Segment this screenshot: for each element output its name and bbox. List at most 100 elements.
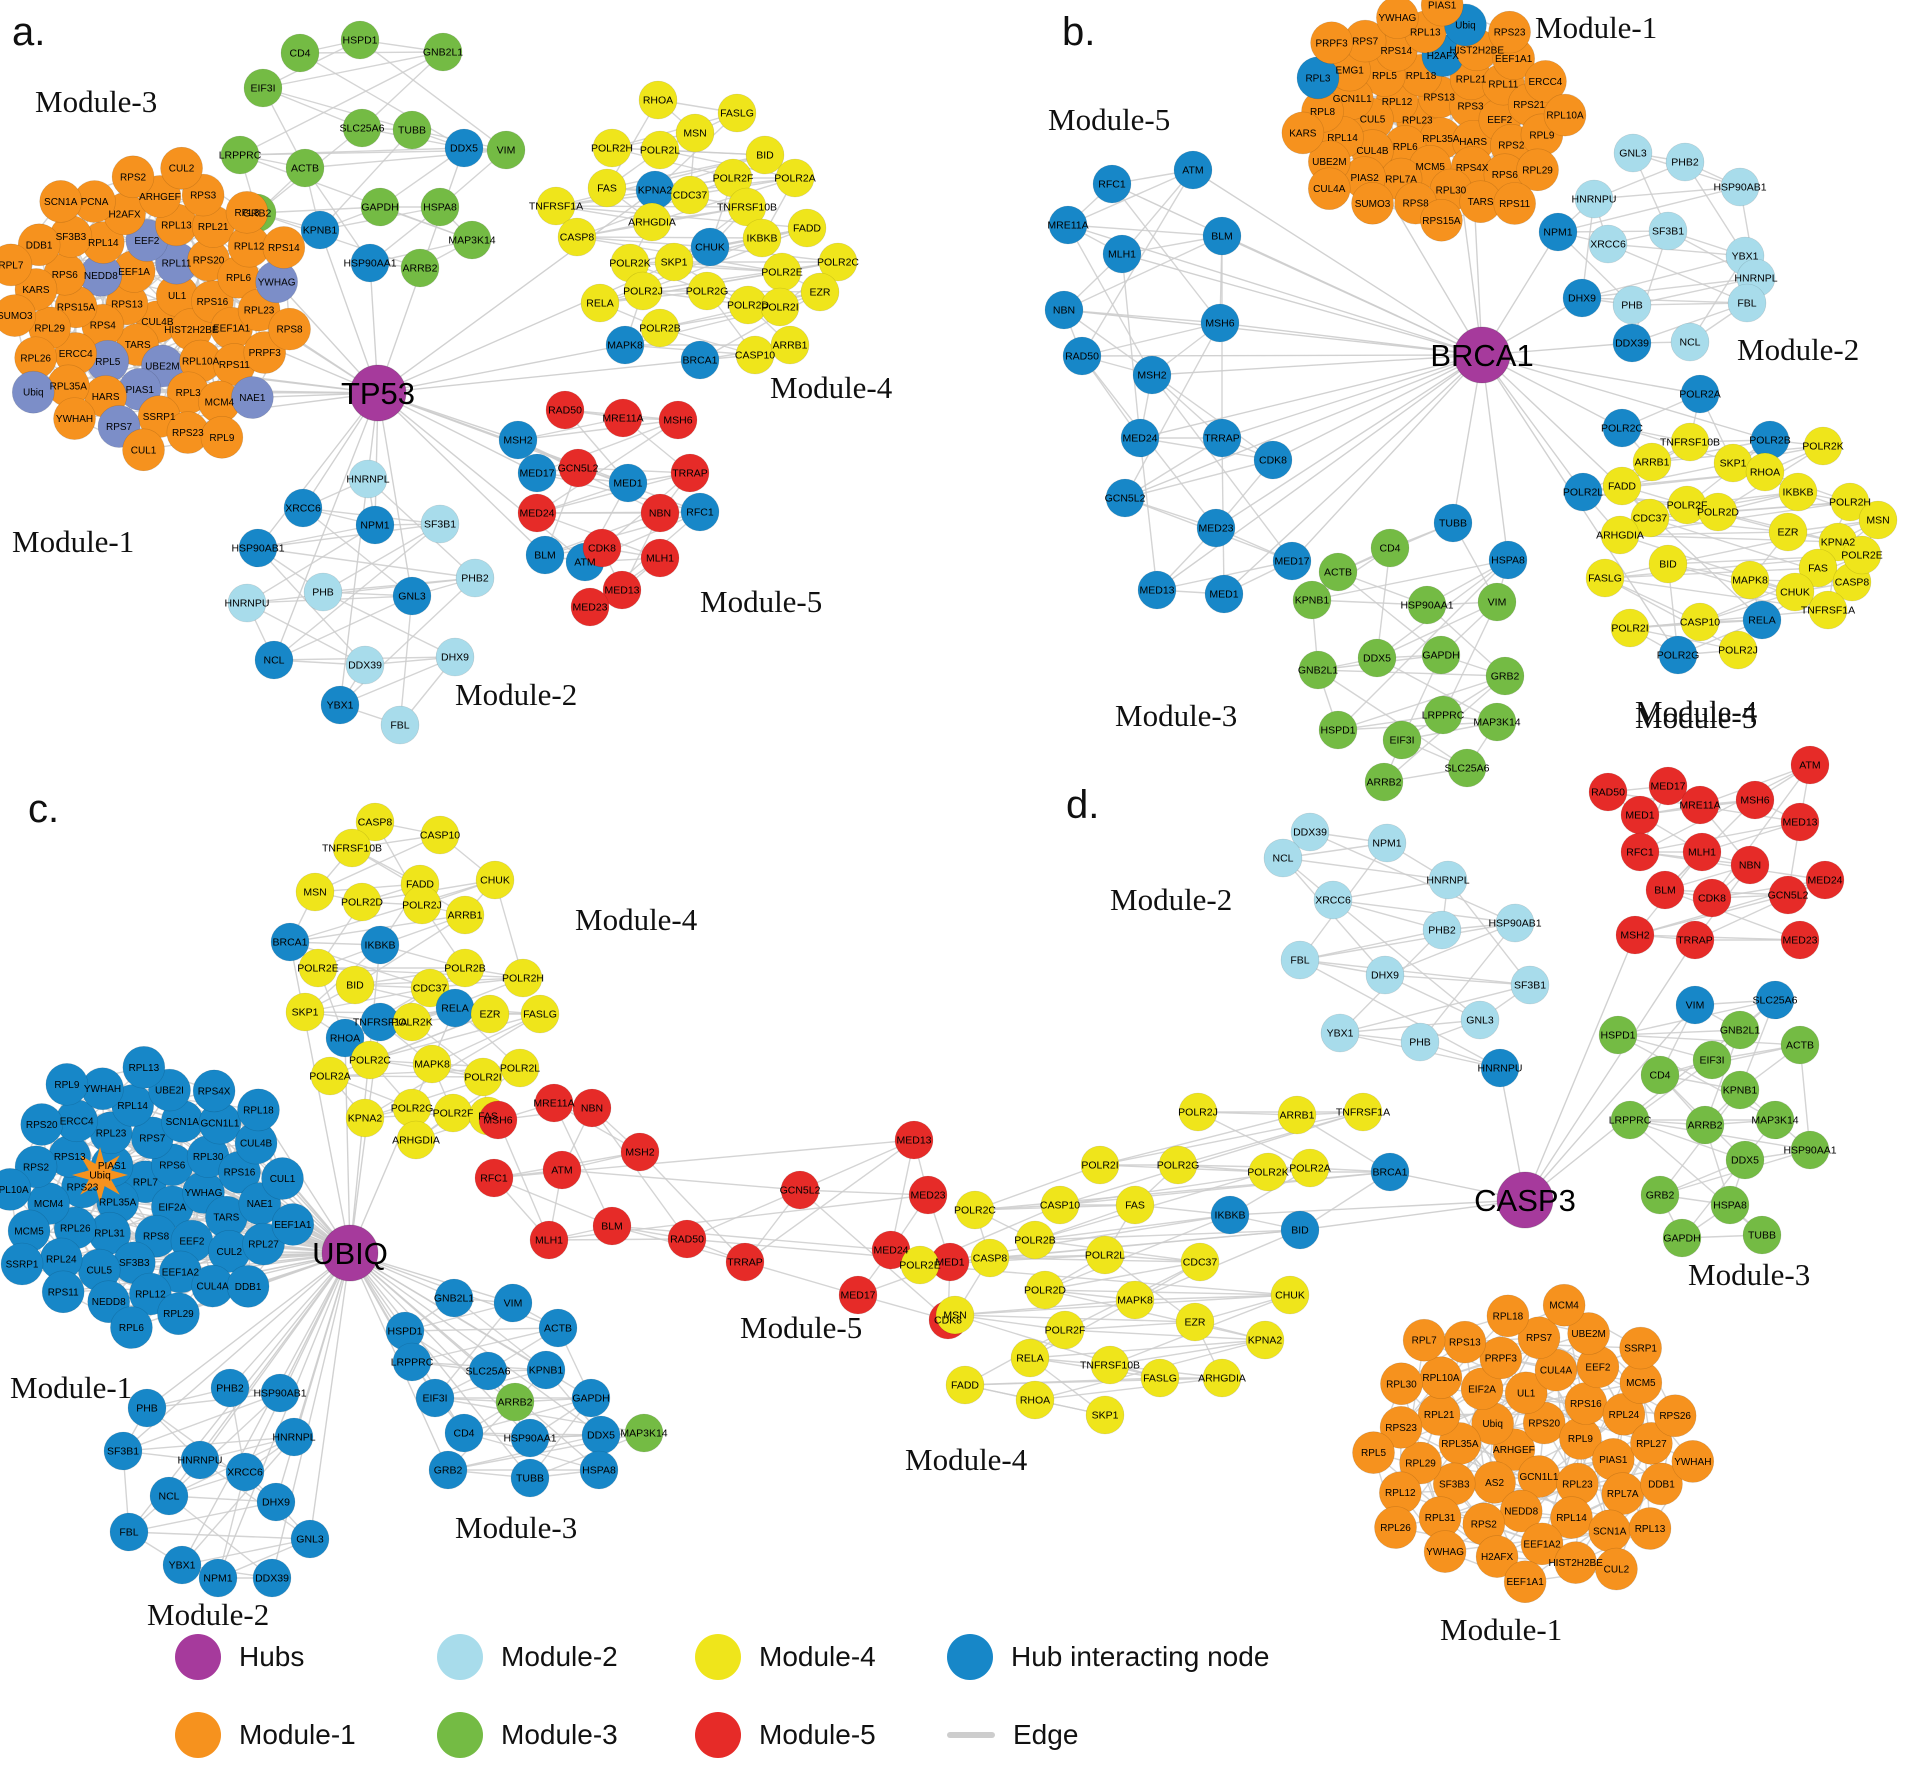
node-label: BID bbox=[1291, 1225, 1309, 1237]
node-label: ARRB2 bbox=[1687, 1120, 1722, 1132]
node-label: CUL2 bbox=[1604, 1565, 1630, 1576]
node-FASLG bbox=[520, 994, 560, 1034]
node-label: XRCC6 bbox=[1315, 895, 1351, 907]
node-label: ARHGDIA bbox=[628, 217, 676, 229]
node-POLR2A bbox=[310, 1056, 350, 1096]
node-DDX39 bbox=[252, 1558, 292, 1598]
node-label: RPS4X bbox=[198, 1086, 231, 1097]
node-label: YWHAG bbox=[1426, 1547, 1464, 1558]
node-label: NPM1 bbox=[1543, 227, 1572, 239]
node-RPL29 bbox=[1399, 1441, 1442, 1485]
node-label: FASLG bbox=[523, 1009, 557, 1021]
node-CD4 bbox=[280, 33, 320, 73]
node-label: RPS15A bbox=[57, 302, 96, 313]
node-BLM bbox=[525, 535, 565, 575]
module-5-color-swatch bbox=[695, 1712, 741, 1758]
node-KARS bbox=[1281, 111, 1325, 155]
node-GAPDH bbox=[1421, 635, 1461, 675]
node-label: MED23 bbox=[910, 1190, 945, 1202]
node-label: EEF1A bbox=[118, 267, 150, 278]
node-MED24 bbox=[1120, 418, 1160, 458]
node-MAP3K14 bbox=[1477, 702, 1517, 742]
node-label: MCM4 bbox=[1549, 1301, 1579, 1312]
node-label: UBE2M bbox=[145, 362, 179, 373]
node-label: HSPA8 bbox=[1491, 555, 1525, 567]
node-label: FAS bbox=[1125, 1200, 1145, 1212]
node-label: HSPA8 bbox=[1713, 1200, 1747, 1212]
node-TUBB bbox=[510, 1458, 550, 1498]
node-label: MAPK8 bbox=[1117, 1295, 1153, 1307]
node-ATM bbox=[1173, 150, 1213, 190]
hub-label: CASP3 bbox=[1474, 1183, 1576, 1218]
module-label: Module-3 bbox=[1688, 1257, 1810, 1292]
node-LRPPRC bbox=[1423, 695, 1463, 735]
node-MAPK8 bbox=[605, 325, 645, 365]
node-YWHAH bbox=[1671, 1440, 1715, 1483]
node-XRCC6 bbox=[225, 1452, 265, 1492]
node-label: RPL11 bbox=[162, 259, 192, 270]
node-label: UBE2M bbox=[1312, 157, 1346, 168]
node-label: FASLG bbox=[1588, 573, 1622, 585]
node-label: CASP8 bbox=[560, 232, 595, 244]
node-NAE1 bbox=[231, 376, 274, 419]
node-RPS8 bbox=[268, 307, 311, 351]
node-label: RPS14 bbox=[1380, 46, 1412, 57]
node-label: FADD bbox=[793, 223, 821, 235]
node-label: RPL9 bbox=[1529, 130, 1554, 141]
node-ARRB1 bbox=[770, 325, 810, 365]
node-BLM bbox=[1202, 216, 1242, 256]
node-label: ATM bbox=[1182, 165, 1203, 177]
node-label: PHB2 bbox=[461, 573, 489, 585]
node-MED1 bbox=[608, 463, 648, 503]
node-GNB2L1 bbox=[434, 1278, 474, 1318]
node-GAPDH bbox=[571, 1378, 611, 1418]
node-PHB2 bbox=[1665, 142, 1705, 182]
node-label: RPL24 bbox=[46, 1254, 77, 1265]
node-TUBB bbox=[1742, 1215, 1782, 1255]
node-label: CDK8 bbox=[934, 1315, 962, 1327]
node-RPL5 bbox=[1352, 1431, 1395, 1474]
node-label: NEDD8 bbox=[1504, 1507, 1538, 1518]
node-label: RPL7A bbox=[1385, 175, 1417, 186]
node-IKBKB bbox=[1778, 472, 1818, 512]
node-label: ARHGEF bbox=[139, 192, 181, 203]
node-label: YBX1 bbox=[169, 1560, 196, 1572]
node-label: RPL23 bbox=[96, 1128, 127, 1139]
node-label: SKP1 bbox=[292, 1007, 319, 1019]
node-label: CDC37 bbox=[673, 190, 708, 202]
node-HSP90AB1 bbox=[1720, 167, 1760, 207]
node-label: GRB2 bbox=[434, 1465, 463, 1477]
node-HSP90AB1 bbox=[1495, 903, 1535, 943]
node-label: RPS11 bbox=[219, 360, 250, 371]
node-DHX9 bbox=[256, 1482, 296, 1522]
node-label: MED17 bbox=[1274, 556, 1309, 568]
node-SF3B1 bbox=[103, 1431, 143, 1471]
node-label: RPL12 bbox=[135, 1289, 166, 1300]
node-label: NPM1 bbox=[1372, 838, 1401, 850]
node-BID bbox=[745, 135, 785, 175]
node-label: POLR2E bbox=[761, 267, 802, 279]
node-IKBKB bbox=[1210, 1195, 1250, 1235]
node-label: POLR2D bbox=[1024, 1285, 1066, 1297]
node-label: RPS16 bbox=[197, 297, 229, 308]
node-POLR2C bbox=[350, 1040, 390, 1080]
module-label: Module-2 bbox=[455, 677, 577, 712]
node-label: SSRP1 bbox=[6, 1260, 39, 1271]
node-label: EEF1A2 bbox=[1523, 1539, 1561, 1550]
node-GNL3 bbox=[1460, 1000, 1500, 1040]
node-label: POLR2D bbox=[1697, 507, 1739, 519]
node-label: ERCC4 bbox=[1528, 77, 1562, 88]
node-label: RPL23 bbox=[244, 306, 275, 317]
legend-label: Module-3 bbox=[501, 1719, 618, 1750]
node-CUL4A bbox=[1307, 167, 1351, 210]
node-POLR2I bbox=[760, 287, 800, 327]
node-label: RPL8 bbox=[234, 208, 259, 219]
node-ARRB2 bbox=[1685, 1105, 1725, 1145]
node-label: SLC25A6 bbox=[1445, 763, 1490, 775]
node-label: CASP10 bbox=[735, 350, 775, 362]
node-FBL bbox=[380, 705, 420, 745]
node-label: DDB1 bbox=[1648, 1479, 1675, 1490]
node-label: RPL26 bbox=[20, 353, 51, 364]
node-label: HNRNPU bbox=[178, 1455, 223, 1467]
node-MED17 bbox=[517, 453, 557, 493]
